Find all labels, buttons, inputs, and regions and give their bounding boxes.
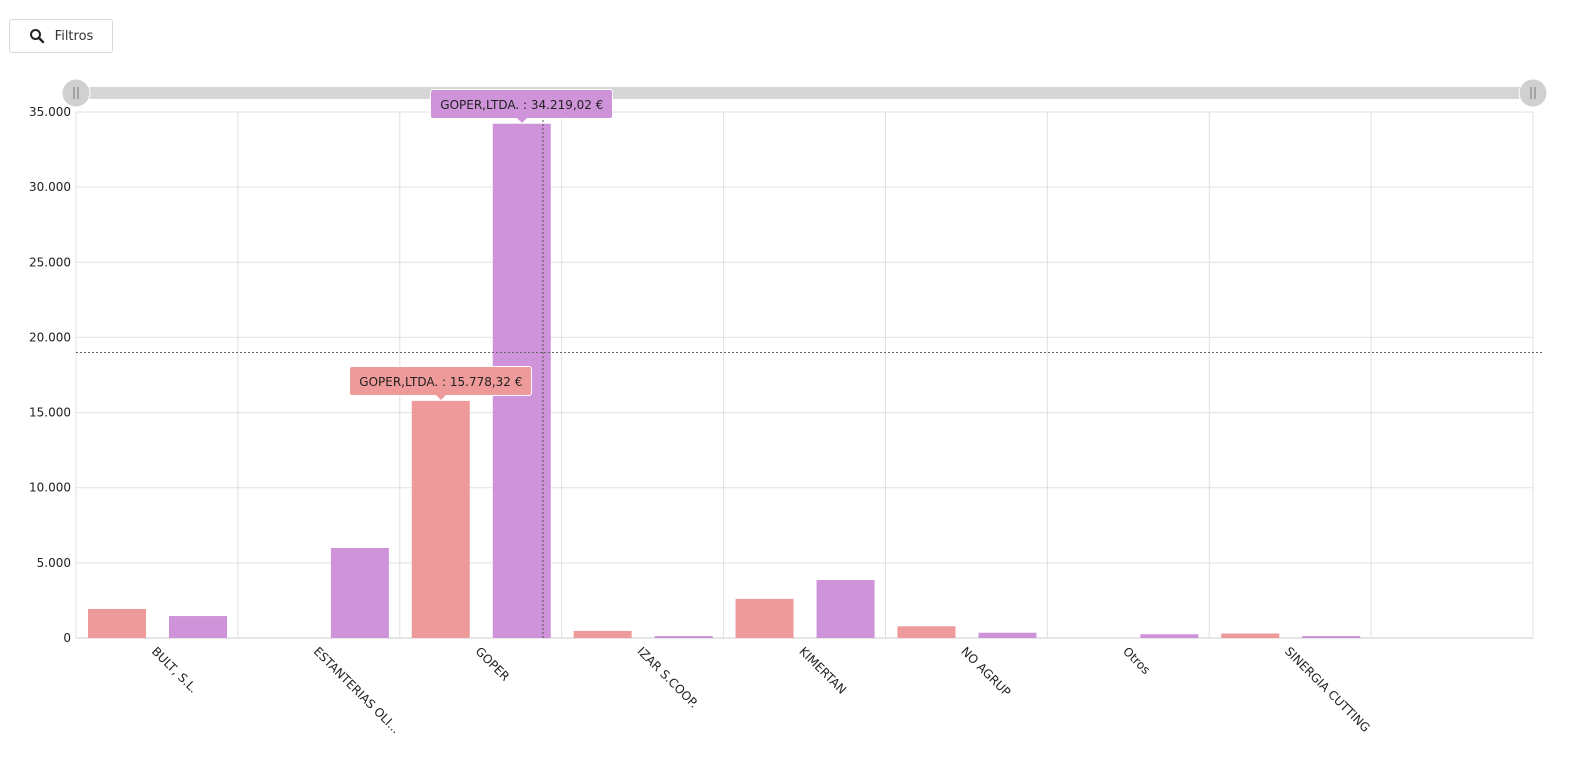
tooltip-series1: GOPER,LTDA. : 15.778,32 €: [349, 365, 533, 400]
bar-1[interactable]: [88, 608, 146, 638]
y-tick-label: 25.000: [29, 255, 71, 269]
x-tick-label: Otros: [1120, 644, 1153, 677]
y-tick-label: 20.000: [29, 330, 71, 344]
bar-1[interactable]: [1221, 633, 1280, 638]
range-slider-right-handle[interactable]: [1518, 78, 1548, 108]
range-slider-track[interactable]: [76, 87, 1533, 99]
bar-2[interactable]: [978, 632, 1037, 638]
filter-button[interactable]: Filtros: [9, 19, 113, 53]
bar-2[interactable]: [330, 547, 389, 638]
x-tick-label: KIMERTAN: [796, 644, 849, 697]
x-tick-label: GOPER: [473, 644, 513, 684]
x-tick-label: NO AGRUP: [958, 644, 1013, 699]
bar-1[interactable]: [573, 630, 632, 638]
bar-1[interactable]: [411, 400, 470, 638]
x-tick-label: BULT, S.L.: [149, 644, 201, 696]
tooltip-series2: GOPER,LTDA. : 34.219,02 €: [430, 88, 614, 123]
bar-2[interactable]: [1302, 636, 1361, 638]
range-slider-left-handle[interactable]: [61, 78, 91, 108]
x-tick-label: SINERGIA CUTTING: [1282, 644, 1373, 735]
x-tick-label: ESTANTERIAS OLI...: [311, 644, 403, 736]
x-tick-label: IZAR S.COOP.: [634, 644, 700, 710]
bar-2[interactable]: [816, 579, 875, 638]
y-tick-label: 10.000: [29, 481, 71, 495]
search-icon: [29, 29, 44, 44]
y-tick-label: 35.000: [29, 105, 71, 119]
bar-1[interactable]: [735, 598, 794, 638]
filter-label: Filtros: [54, 28, 94, 44]
bar-2[interactable]: [169, 616, 227, 638]
bar-2[interactable]: [1140, 634, 1199, 638]
y-tick-label: 30.000: [29, 180, 71, 194]
y-tick-label: 5.000: [37, 556, 71, 570]
bar-1[interactable]: [897, 626, 956, 638]
y-tick-label: 15.000: [29, 406, 71, 420]
y-tick-label: 0: [63, 631, 71, 645]
bar-2[interactable]: [654, 636, 713, 638]
